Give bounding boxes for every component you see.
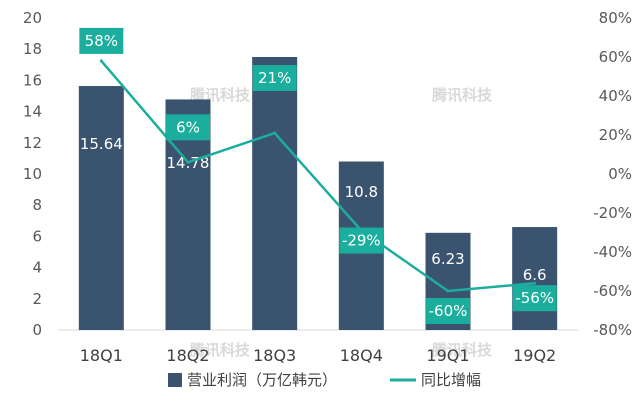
x-axis-category-label: 18Q2	[166, 346, 209, 365]
line-label-box	[339, 227, 384, 254]
line-data-label: -60%	[429, 302, 468, 320]
line-data-label: -56%	[515, 289, 554, 307]
legend-label-line: 同比增幅	[421, 371, 481, 389]
line-label-box	[166, 114, 210, 141]
bar-data-label: 15.64	[80, 135, 123, 153]
watermark-text: 腾讯科技	[431, 341, 493, 359]
x-axis-categories: 18Q1 18Q2 18Q3 18Q4 19Q1 19Q2	[80, 346, 556, 365]
left-axis-tick-label: 6	[32, 227, 42, 245]
right-axis-tick-label: 80%	[599, 9, 632, 27]
bar-data-label: 6.23	[431, 250, 464, 268]
left-axis-tick-label: 12	[23, 134, 42, 152]
bar-data-label: 6.6	[523, 266, 547, 284]
left-y-axis: 0 2 4 6 8 10 12 14 16 18 20	[23, 9, 42, 339]
left-axis-tick-label: 8	[32, 196, 42, 214]
line-data-label: 58%	[85, 32, 118, 50]
legend: 营业利润（万亿韩元） 同比增幅	[168, 371, 481, 389]
line-label-box	[79, 27, 124, 54]
line-label-box	[426, 298, 470, 324]
line-label-box	[512, 285, 557, 312]
line-point	[186, 160, 190, 164]
left-axis-tick-label: 2	[32, 290, 42, 308]
x-axis-category-label: 18Q4	[340, 346, 383, 365]
bar-18Q3	[252, 57, 298, 330]
right-axis-tick-label: -40%	[593, 243, 632, 261]
left-axis-tick-label: 4	[32, 259, 42, 277]
right-axis-tick-label: -80%	[593, 321, 632, 339]
line-path	[100, 60, 535, 293]
left-axis-tick-label: 10	[23, 165, 42, 183]
right-axis-tick-label: 40%	[599, 87, 632, 105]
x-axis-category-label: 18Q1	[80, 346, 123, 365]
line-point	[273, 131, 277, 135]
left-axis-tick-label: 14	[23, 103, 42, 121]
left-axis-tick-label: 20	[23, 9, 42, 27]
watermark-text: 腾讯科技	[189, 341, 251, 359]
right-axis-tick-label: -60%	[593, 282, 632, 300]
x-axis-category-label: 19Q2	[513, 346, 556, 365]
right-axis-tick-label: 20%	[599, 126, 632, 144]
left-axis-tick-label: 0	[32, 321, 42, 339]
bar-18Q1	[78, 86, 124, 331]
right-axis-tick-label: 60%	[599, 48, 632, 66]
line-data-label: 21%	[258, 69, 291, 87]
left-axis-tick-label: 16	[23, 71, 42, 89]
x-axis-category-label: 19Q1	[426, 346, 469, 365]
legend-swatch-bar	[168, 373, 182, 387]
watermark-text: 腾讯科技	[431, 86, 493, 104]
x-axis-category-label: 18Q3	[253, 346, 296, 365]
legend-label-bar: 营业利润（万亿韩元）	[187, 371, 337, 389]
line-point	[99, 59, 103, 63]
right-axis-tick-label: -20%	[593, 204, 632, 222]
bar-data-label: 10.8	[345, 183, 378, 201]
bar-19Q2	[512, 227, 558, 330]
bar-series	[78, 57, 558, 331]
left-axis-tick-label: 18	[23, 40, 42, 58]
line-data-labels: 58% 6% 21% -29% -60% -56%	[79, 27, 557, 324]
right-axis-tick-label: 0%	[608, 165, 632, 183]
line-point	[533, 281, 537, 285]
right-y-axis: -80% -60% -40% -20% 0% 20% 40% 60% 80%	[593, 9, 632, 339]
line-label-box	[252, 65, 297, 92]
line-data-label: 6%	[176, 118, 200, 136]
line-data-label: -29%	[342, 232, 381, 250]
line-point	[446, 289, 450, 293]
